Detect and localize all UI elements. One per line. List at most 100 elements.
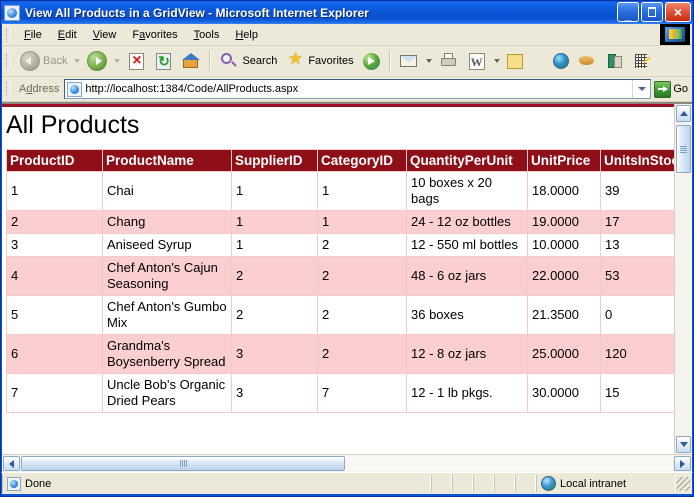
gridview-header-row: ProductID ProductName SupplierID Categor… — [6, 149, 674, 172]
forward-button[interactable] — [83, 49, 111, 73]
resize-grip-icon[interactable] — [676, 476, 690, 491]
cell-quantityperunit: 36 boxes — [406, 295, 528, 335]
column-header-quantityperunit[interactable]: QuantityPerUnit — [406, 149, 528, 172]
table-row: 5 Chef Anton's Gumbo Mix 2 2 36 boxes 21… — [6, 295, 674, 335]
edit-code-button[interactable] — [629, 49, 657, 73]
address-input[interactable]: http://localhost:1384/Code/AllProducts.a… — [85, 83, 299, 95]
cell-categoryid: 7 — [317, 373, 407, 413]
column-header-categoryid[interactable]: CategoryID — [317, 149, 407, 172]
maximize-button[interactable] — [641, 2, 663, 22]
cell-productid: 6 — [6, 334, 103, 374]
edit-in-word-button[interactable] — [463, 51, 491, 72]
research-button[interactable] — [601, 49, 629, 73]
cell-quantityperunit: 24 - 12 oz bottles — [406, 210, 528, 234]
chevron-up-icon — [679, 111, 688, 116]
menu-item-edit[interactable]: Edit — [57, 28, 77, 41]
mail-button[interactable] — [395, 49, 423, 73]
column-header-unitsinstock[interactable]: UnitsInStock — [600, 149, 674, 172]
horizontal-scroll-track[interactable] — [21, 456, 673, 471]
title-bar: View All Products in a GridView - Micros… — [1, 1, 693, 24]
address-dropdown-button[interactable] — [632, 80, 650, 98]
cell-productname: Chai — [102, 171, 232, 211]
column-header-productid[interactable]: ProductID — [6, 149, 103, 172]
horizontal-scrollbar[interactable] — [2, 454, 692, 472]
column-header-unitprice[interactable]: UnitPrice — [527, 149, 601, 172]
close-button[interactable]: × — [665, 2, 691, 22]
cell-unitsinstock: 39 — [600, 171, 674, 211]
menu-item-favorites[interactable]: Favorites — [132, 28, 178, 41]
scroll-up-button[interactable] — [676, 105, 691, 122]
status-pane-1 — [431, 475, 452, 492]
cell-unitsinstock: 53 — [600, 256, 674, 296]
stop-button[interactable] — [123, 51, 150, 72]
cell-unitprice: 18.0000 — [527, 171, 601, 211]
status-document-icon — [7, 476, 21, 491]
horizontal-scroll-thumb[interactable] — [21, 456, 345, 471]
table-row: 6 Grandma's Boysenberry Spread 3 2 12 - … — [6, 334, 674, 374]
toolbar-separator — [209, 51, 212, 71]
cell-productid: 3 — [6, 233, 103, 257]
cell-unitprice: 30.0000 — [527, 373, 601, 413]
navigation-toolbar: Back Search Favorites — [2, 46, 692, 77]
cell-productname: Chang — [102, 210, 232, 234]
cell-quantityperunit: 10 boxes x 20 bags — [406, 171, 528, 211]
scroll-down-button[interactable] — [676, 436, 691, 453]
cell-categoryid: 2 — [317, 256, 407, 296]
back-dropdown-icon[interactable] — [74, 59, 81, 63]
page-title: All Products — [6, 111, 140, 139]
media-button[interactable] — [358, 51, 385, 72]
address-grip-handle[interactable] — [6, 82, 11, 96]
search-button[interactable]: Search — [215, 49, 281, 73]
minimize-button[interactable]: _ — [617, 2, 639, 22]
cell-productname: Grandma's Boysenberry Spread — [102, 334, 232, 374]
home-button[interactable] — [177, 49, 205, 73]
security-zone-icon — [541, 476, 556, 491]
scroll-left-button[interactable] — [3, 456, 20, 471]
chevron-down-icon — [637, 87, 646, 91]
print-button[interactable] — [435, 49, 463, 73]
menu-item-view[interactable]: View — [92, 28, 117, 41]
toolbar-grip-handle[interactable] — [6, 54, 11, 68]
cell-productname: Aniseed Syrup — [102, 233, 232, 257]
close-icon: × — [673, 4, 683, 20]
vertical-scroll-thumb[interactable] — [676, 125, 691, 173]
edit-dropdown-icon[interactable] — [493, 59, 500, 63]
cell-categoryid: 2 — [317, 334, 407, 374]
vertical-scroll-track[interactable] — [675, 123, 692, 435]
scroll-right-button[interactable] — [674, 456, 691, 471]
menu-item-tools[interactable]: Tools — [193, 28, 220, 41]
minimize-icon: _ — [624, 8, 632, 22]
ie-document-icon — [4, 4, 20, 21]
refresh-button[interactable] — [150, 51, 177, 72]
msn-button[interactable] — [549, 51, 573, 71]
table-row: 7 Uncle Bob's Organic Dried Pears 3 7 12… — [6, 373, 674, 413]
vertical-scrollbar[interactable] — [674, 104, 692, 454]
go-arrow-icon — [654, 80, 672, 98]
print-icon — [439, 51, 459, 71]
address-input-wrap[interactable]: http://localhost:1384/Code/AllProducts.a… — [64, 79, 652, 99]
menu-grip-handle[interactable] — [6, 27, 11, 42]
mail-dropdown-icon[interactable] — [425, 59, 432, 63]
column-header-productname[interactable]: ProductName — [102, 149, 232, 172]
go-button[interactable]: Go — [651, 80, 692, 98]
favorites-button[interactable]: Favorites — [281, 49, 357, 73]
status-zone-pane[interactable]: Local intranet — [536, 475, 676, 492]
edit-in-word-icon — [468, 52, 485, 70]
window-controls: _ × — [617, 2, 691, 22]
menu-item-file[interactable]: File — [24, 28, 42, 41]
messenger-button[interactable] — [573, 49, 601, 73]
cell-supplierid: 2 — [231, 295, 318, 335]
chevron-down-icon — [679, 442, 688, 447]
status-pane-5 — [515, 475, 536, 492]
go-label: Go — [673, 83, 688, 95]
cell-productid: 1 — [6, 171, 103, 211]
forward-dropdown-icon[interactable] — [114, 59, 121, 63]
column-header-supplierid[interactable]: SupplierID — [231, 149, 318, 172]
address-bar: Address http://localhost:1384/Code/AllPr… — [2, 77, 692, 102]
address-label: Address — [19, 83, 60, 95]
search-label: Search — [242, 55, 278, 67]
menu-item-help[interactable]: Help — [235, 28, 258, 41]
back-button[interactable]: Back — [16, 49, 71, 73]
status-message: Done — [25, 477, 52, 490]
notes-button[interactable] — [503, 52, 527, 71]
